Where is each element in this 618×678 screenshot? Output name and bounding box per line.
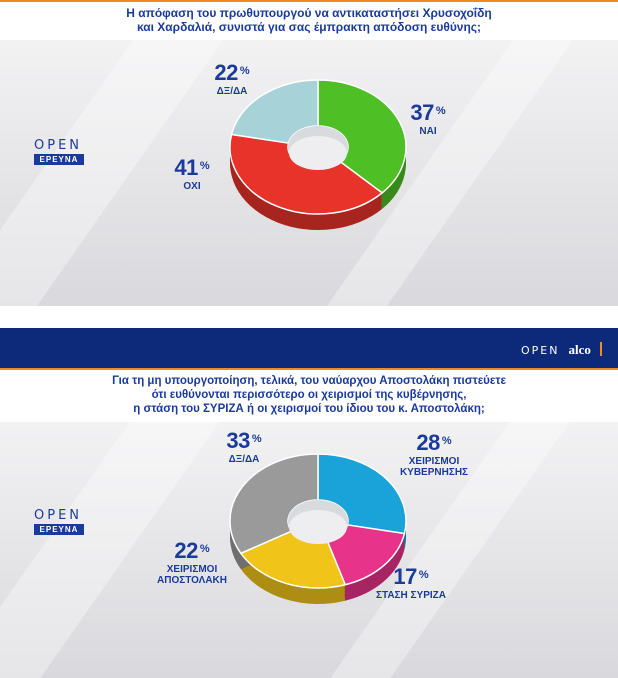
header-bar: OPEN alco xyxy=(0,328,618,368)
label-name: ΔΞ/ΔΑ xyxy=(216,86,248,97)
label-value: 22 xyxy=(214,60,238,85)
header-accent-line xyxy=(0,368,618,370)
label-value-row: 22% xyxy=(142,538,242,564)
label-value-row: 22% xyxy=(200,60,264,86)
title-line: η στάση του ΣΥΡΙΖΑ ή οι χειρισμοί του ίδ… xyxy=(133,403,485,415)
orange-bar-icon xyxy=(600,342,602,356)
label-value: 33 xyxy=(226,428,250,453)
label-name: ΔΞ/ΔΑ xyxy=(228,454,260,465)
label-value: 28 xyxy=(416,430,440,455)
donut-chart-1 xyxy=(229,79,407,230)
label-name: ΧΕΙΡΙΣΜΟΙ xyxy=(408,456,460,467)
alco-logo-text: alco xyxy=(568,342,591,357)
label-name: ΟΧΙ xyxy=(183,181,201,192)
slice-label: 28% ΧΕΙΡΙΣΜΟΙ ΚΥΒΕΡΝΗΣΗΣ xyxy=(384,430,484,478)
slice-label: 22% ΧΕΙΡΙΣΜΟΙ ΑΠΟΣΤΟΛΑΚΗ xyxy=(142,538,242,586)
label-value-row: 17% xyxy=(366,564,456,590)
slice-label: 22% ΔΞ/ΔΑ xyxy=(200,60,264,97)
label-value: 22 xyxy=(174,538,198,563)
label-unit: % xyxy=(199,543,210,555)
label-name: ΧΕΙΡΙΣΜΟΙ xyxy=(166,564,218,575)
title-line: Για τη μη υπουργοποίηση, τελικά, του ναύ… xyxy=(112,375,506,387)
poll-panel-2: OPEN alco Για τη μη υπουργοποίηση, τελικ… xyxy=(0,328,618,678)
donut-hole-floor xyxy=(289,136,347,170)
logo-word: OPEN xyxy=(34,508,83,523)
brand-logos: OPEN alco xyxy=(521,342,602,358)
slice-label: 37% ΝΑΙ xyxy=(398,100,458,137)
label-value: 17 xyxy=(393,564,417,589)
label-unit: % xyxy=(435,105,446,117)
label-name: ΣΤΑΣΗ ΣΥΡΙΖΑ xyxy=(375,590,447,601)
label-name: ΑΠΟΣΤΟΛΑΚΗ xyxy=(157,575,227,586)
label-unit: % xyxy=(239,65,250,77)
open-ereuna-logo: OPEN ΕΡΕΥΝΑ xyxy=(34,138,84,165)
logo-badge: ΕΡΕΥΝΑ xyxy=(34,524,84,535)
label-value-row: 41% xyxy=(162,155,222,181)
label-value-row: 28% xyxy=(384,430,484,456)
label-value: 41 xyxy=(174,155,198,180)
label-unit: % xyxy=(418,569,429,581)
label-value-row: 37% xyxy=(398,100,458,126)
chart-title-2: Για τη μη υπουργοποίηση, τελικά, του ναύ… xyxy=(0,370,618,422)
label-unit: % xyxy=(199,160,210,172)
top-accent-line xyxy=(0,0,618,2)
poll-panel-1: Η απόφαση του πρωθυπουργού να αντικαταστ… xyxy=(0,0,618,306)
open-logo-text: OPEN xyxy=(521,344,560,357)
logo-word: OPEN xyxy=(34,138,83,153)
label-unit: % xyxy=(441,435,452,447)
title-line: και Χαρδαλιά, συνιστά για σας έμπρακτη α… xyxy=(136,20,482,34)
slice-label: 17% ΣΤΑΣΗ ΣΥΡΙΖΑ xyxy=(366,564,456,601)
label-unit: % xyxy=(251,433,262,445)
slice-label: 33% ΔΞ/ΔΑ xyxy=(212,428,276,465)
chart-title-1: Η απόφαση του πρωθυπουργού να αντικαταστ… xyxy=(0,2,618,44)
title-line: Η απόφαση του πρωθυπουργού να αντικαταστ… xyxy=(126,6,492,20)
title-line: ότι ευθύνονται περισσότερο οι χειρισμοί … xyxy=(151,389,467,401)
donut-hole-floor xyxy=(289,510,347,544)
label-value: 37 xyxy=(410,100,434,125)
donut-chart-2 xyxy=(229,453,407,604)
logo-badge: ΕΡΕΥΝΑ xyxy=(34,154,84,165)
label-value-row: 33% xyxy=(212,428,276,454)
open-ereuna-logo: OPEN ΕΡΕΥΝΑ xyxy=(34,508,84,535)
label-name: ΝΑΙ xyxy=(419,126,437,137)
slice-label: 41% ΟΧΙ xyxy=(162,155,222,192)
label-name: ΚΥΒΕΡΝΗΣΗΣ xyxy=(399,467,469,478)
